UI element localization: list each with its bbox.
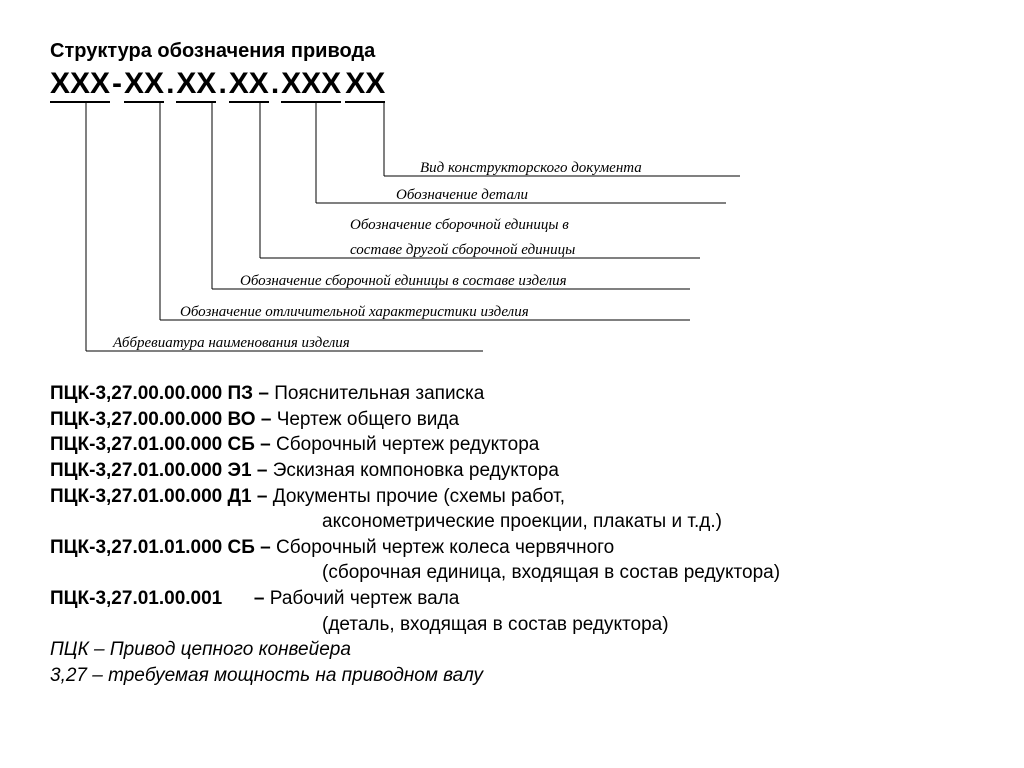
pattern-group: ХХ bbox=[229, 67, 269, 103]
pattern-group: ХХХ bbox=[50, 67, 110, 103]
document-row: ПЦК-3,27.01.00.000 СБ – Сборочный чертеж… bbox=[50, 432, 974, 458]
document-row: ПЦК-3,27.01.01.000 СБ – Сборочный чертеж… bbox=[50, 535, 974, 561]
doc-code: ПЦК-3,27.01.00.000 Д1 bbox=[50, 486, 252, 507]
pattern-placeholder: ХХХ-ХХ.ХХ.ХХ.ХХХ ХХ bbox=[50, 67, 385, 103]
doc-desc: Сборочный чертеж редуктора bbox=[276, 434, 539, 455]
doc-desc: Эскизная компоновка редуктора bbox=[273, 460, 559, 481]
footnote: 3,27 – требуемая мощность на приводном в… bbox=[50, 663, 974, 689]
dash: – bbox=[222, 588, 270, 609]
annotation-label: Обозначение отличительной характеристики… bbox=[180, 304, 529, 321]
doc-desc-cont: (деталь, входящая в состав редуктора) bbox=[322, 612, 974, 638]
document-row: ПЦК-3,27.01.00.001 – Рабочий чертеж вала bbox=[50, 586, 974, 612]
document-row: ПЦК-3,27.01.00.000 Э1 – Эскизная компоно… bbox=[50, 458, 974, 484]
annotation-label: Вид конструкторского документа bbox=[420, 160, 642, 177]
doc-code: ПЦК-3,27.01.01.000 СБ bbox=[50, 537, 255, 558]
dash: – bbox=[255, 537, 276, 558]
pattern-group: ХХХ bbox=[281, 67, 341, 103]
document-list: ПЦК-3,27.00.00.000 ПЗ – Пояснительная за… bbox=[50, 381, 974, 689]
annotation-label: Обозначение сборочной единицы в bbox=[350, 217, 569, 234]
dash: – bbox=[255, 434, 276, 455]
doc-code: ПЦК-3,27.00.00.000 ВО bbox=[50, 409, 256, 430]
pattern-group: ХХ bbox=[124, 67, 164, 103]
dash: – bbox=[252, 460, 273, 481]
annotation-label: Аббревиатура наименования изделия bbox=[113, 335, 350, 352]
doc-desc: Пояснительная записка bbox=[274, 383, 484, 404]
document-row: ПЦК-3,27.00.00.000 ВО – Чертеж общего ви… bbox=[50, 407, 974, 433]
pattern-group: ХХ bbox=[345, 67, 385, 103]
doc-code: ПЦК-3,27.01.00.001 bbox=[50, 588, 222, 609]
document-row: ПЦК-3,27.00.00.000 ПЗ – Пояснительная за… bbox=[50, 381, 974, 407]
doc-desc-cont: (сборочная единица, входящая в состав ре… bbox=[322, 560, 974, 586]
doc-code: ПЦК-3,27.01.00.000 СБ bbox=[50, 434, 255, 455]
annotation-label: Обозначение детали bbox=[396, 187, 528, 204]
annotation-label: составе другой сборочной единицы bbox=[350, 242, 575, 259]
doc-desc-cont: аксонометрические проекции, плакаты и т.… bbox=[322, 509, 974, 535]
designation-diagram: ХХХ-ХХ.ХХ.ХХ.ХХХ ХХ Вид конструкторского… bbox=[50, 67, 974, 367]
dash: – bbox=[252, 486, 273, 507]
doc-code: ПЦК-3,27.00.00.000 ПЗ bbox=[50, 383, 253, 404]
doc-desc: Сборочный чертеж колеса червячного bbox=[276, 537, 614, 558]
doc-desc: Чертеж общего вида bbox=[277, 409, 459, 430]
doc-desc: Документы прочие (схемы работ, bbox=[273, 486, 565, 507]
doc-code: ПЦК-3,27.01.00.000 Э1 bbox=[50, 460, 252, 481]
dash: – bbox=[253, 383, 274, 404]
page-title: Структура обозначения привода bbox=[50, 40, 974, 63]
dash: – bbox=[256, 409, 277, 430]
footnote: ПЦК – Привод цепного конвейера bbox=[50, 637, 974, 663]
pattern-group: ХХ bbox=[176, 67, 216, 103]
annotation-label: Обозначение сборочной единицы в составе … bbox=[240, 273, 567, 290]
doc-desc: Рабочий чертеж вала bbox=[270, 588, 460, 609]
document-row: ПЦК-3,27.01.00.000 Д1 – Документы прочие… bbox=[50, 484, 974, 510]
